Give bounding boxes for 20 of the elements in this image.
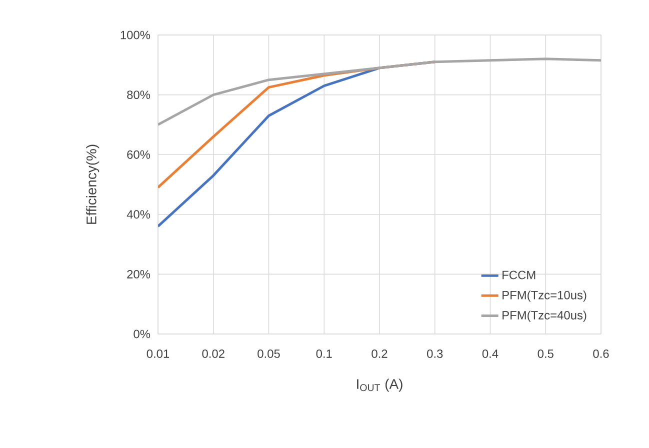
legend-label: FCCM bbox=[502, 270, 536, 280]
x-tick-label: 0.02 bbox=[202, 349, 224, 358]
y-tick-label: 40% bbox=[126, 210, 150, 219]
x-axis-title: I$_{OUT}$ (A) bbox=[357, 378, 402, 392]
y-tick-label: 80% bbox=[127, 90, 150, 100]
y-tick-label: 0% bbox=[134, 330, 150, 338]
x-tick-label: 0.5 bbox=[538, 349, 554, 358]
x-tick-label: 0.01 bbox=[146, 349, 170, 358]
x-tick-label: 0.05 bbox=[258, 349, 280, 358]
y-tick-label: 100% bbox=[120, 30, 150, 40]
x-tick-label: 0.2 bbox=[372, 349, 388, 358]
y-tick-label: 60% bbox=[127, 150, 150, 159]
y-axis-title: Efficiency(%) bbox=[86, 144, 100, 224]
y-tick-label: 20% bbox=[127, 270, 150, 278]
x-tick-label: 0.4 bbox=[482, 349, 498, 358]
x-tick-label: 0.6 bbox=[593, 349, 609, 358]
x-tick-label: 0.1 bbox=[316, 349, 332, 358]
legend-label: PFM(Tzc=40us) bbox=[502, 310, 586, 322]
x-tick-label: 0.3 bbox=[427, 349, 443, 358]
legend-label: PFM(Tzc=10us) bbox=[502, 290, 586, 302]
